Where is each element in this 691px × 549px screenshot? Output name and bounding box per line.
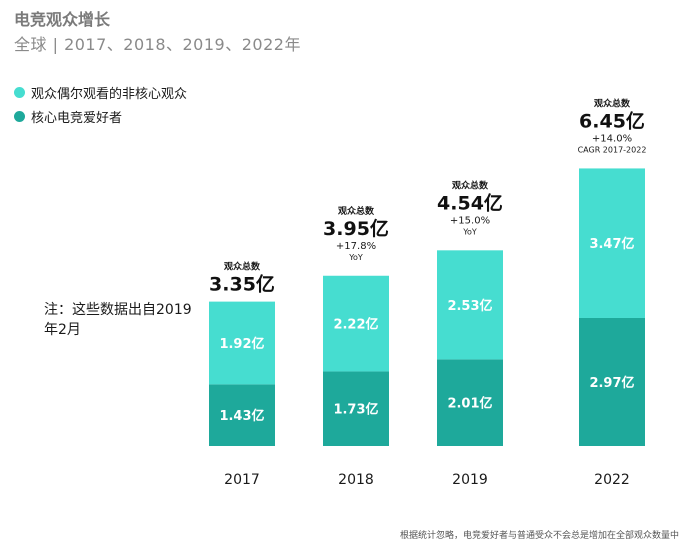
bar-segment-casual-2022 [579, 168, 645, 318]
data-label-core-2019: 2.01亿 [447, 396, 492, 412]
x-tick-label-2018: 2018 [338, 472, 374, 488]
total-value-2017: 3.35亿 [209, 273, 275, 296]
growth-rate-2019: +15.0% [450, 215, 490, 226]
bar-segment-core-2019 [437, 359, 503, 446]
bar-segment-casual-2017 [209, 301, 275, 385]
x-tick-label-2022: 2022 [594, 472, 630, 488]
legend-item-core: 核心电竞爱好者 [14, 104, 187, 128]
legend-label-casual: 观众偶尔观看的非核心观众 [31, 86, 188, 102]
legend-label-core: 核心电竞爱好者 [31, 110, 123, 126]
total-caption-2022: 观众总数 [594, 97, 631, 109]
x-tick-label-2019: 2019 [452, 472, 488, 488]
bar-segment-casual-2019 [437, 250, 503, 360]
chart-title: 电竞观众增长 [14, 10, 111, 29]
legend: 观众偶尔观看的非核心观众 核心电竞爱好者 [14, 80, 187, 128]
data-label-casual-2022: 3.47亿 [589, 236, 634, 252]
data-label-core-2017: 1.43亿 [219, 408, 264, 424]
total-caption-2017: 观众总数 [224, 261, 261, 273]
growth-note-2022: CAGR 2017-2022 [578, 145, 647, 154]
chart-subtitle: 全球 | 2017、2018、2019、2022年 [14, 35, 301, 54]
data-label-casual-2017: 1.92亿 [219, 336, 264, 352]
footnote: 根据统计忽略，电竞爱好者与普通受众不会总是增加在全部观众数量中 [399, 531, 679, 541]
data-label-casual-2018: 2.22亿 [333, 317, 378, 333]
growth-note-2019: YoY [462, 227, 477, 236]
bar-segment-core-2017 [209, 384, 275, 446]
data-label-casual-2019: 2.53亿 [447, 298, 492, 314]
data-label-core-2018: 1.73亿 [333, 402, 378, 418]
data-label-core-2022: 2.97亿 [589, 375, 634, 391]
growth-rate-2018: +17.8% [336, 241, 376, 252]
x-tick-label-2017: 2017 [224, 472, 260, 488]
legend-swatch-core [14, 110, 25, 122]
total-value-2019: 4.54亿 [437, 191, 503, 214]
bar-segment-casual-2018 [323, 275, 389, 372]
bar-segment-core-2022 [579, 317, 645, 446]
total-value-2018: 3.95亿 [323, 217, 389, 240]
growth-rate-2022: +14.0% [592, 133, 632, 144]
data-source-note: 注：这些数据出自2019年2月 [44, 302, 192, 338]
total-caption-2018: 观众总数 [338, 205, 375, 217]
total-value-2022: 6.45亿 [579, 109, 645, 132]
total-caption-2019: 观众总数 [452, 179, 489, 191]
growth-note-2018: YoY [348, 253, 363, 262]
legend-swatch-casual [14, 86, 25, 98]
legend-item-casual: 观众偶尔观看的非核心观众 [14, 80, 187, 104]
bar-segment-core-2018 [323, 371, 389, 446]
